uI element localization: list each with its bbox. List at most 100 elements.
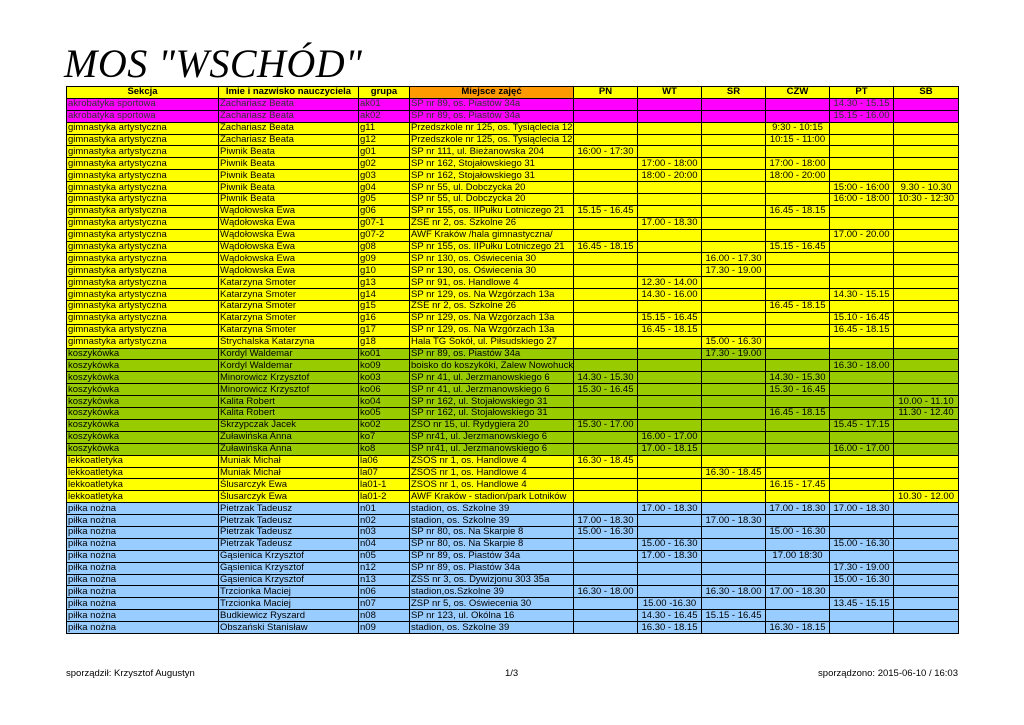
cell-wed: 17.30 - 19.00 <box>701 347 766 361</box>
cell-teacher: Katarzyna Smoter <box>218 276 359 290</box>
table-row: piłka nożna Gąsienica Krzysztof n13 ZSS nr … <box>66 573 959 587</box>
table-row: gimnastyka artystyczna Wądołowska Ewa g06 S… <box>66 204 959 218</box>
cell-tue <box>637 525 702 539</box>
cell-thu: 16.45 - 18.15 <box>765 204 830 218</box>
cell-location: SP nr 129, os. Na Wzgórzach 13a <box>409 323 574 337</box>
cell-section: koszykówka <box>66 359 219 373</box>
cell-sat: 10.30 - 12.00 <box>893 490 959 504</box>
cell-tue <box>637 418 702 432</box>
cell-location: Przedszkole nr 125, os. Tysiąclecia 12 <box>409 121 574 135</box>
cell-thu <box>765 490 830 504</box>
cell-tue <box>637 347 702 361</box>
cell-mon <box>573 169 638 183</box>
cell-mon: 17.00 - 18.30 <box>573 514 638 527</box>
cell-tue: 12.30 - 14.00 <box>637 276 702 290</box>
column-header-thu: CZW <box>765 86 830 99</box>
cell-sat <box>893 573 959 587</box>
cell-tue <box>637 573 702 587</box>
cell-section: gimnastyka artystyczna <box>66 145 219 159</box>
table-row: piłka nożna Budkiewicz Ryszard n08 SP nr 12… <box>66 609 959 623</box>
table-row: gimnastyka artystyczna Katarzyna Smoter g1… <box>66 323 959 337</box>
cell-sat <box>893 311 959 325</box>
cell-group: n03 <box>358 525 410 539</box>
cell-location: SP nr 41, ul. Jerzmanowskiego 6 <box>409 371 574 385</box>
cell-tue <box>637 133 702 147</box>
cell-thu: 9:30 - 10:15 <box>765 121 830 135</box>
cell-sat <box>893 621 959 634</box>
cell-teacher: Piwnik Beata <box>218 181 359 195</box>
footer-date: sporządzono: 2015-06-10 / 16:03 <box>818 668 958 679</box>
cell-tue: 17.00 - 18.15 <box>637 442 702 456</box>
cell-sat <box>893 525 959 539</box>
cell-sat <box>893 597 959 611</box>
table-row: akrobatyka sportowa Zachariasz Beata ak01 S… <box>66 97 959 111</box>
cell-mon <box>573 264 638 278</box>
cell-section: gimnastyka artystyczna <box>66 311 219 325</box>
cell-wed <box>701 561 766 575</box>
cell-wed <box>701 204 766 218</box>
cell-thu: 16.45 - 18.15 <box>765 407 830 420</box>
cell-teacher: Obszański Stanisław <box>218 621 359 634</box>
cell-location: SP nr 129, os. Na Wzgórzach 13a <box>409 311 574 325</box>
cell-sat <box>893 549 959 563</box>
cell-mon <box>573 288 638 302</box>
cell-teacher: Piwnik Beata <box>218 193 359 206</box>
cell-teacher: Wądołowska Ewa <box>218 204 359 218</box>
cell-tue <box>637 478 702 492</box>
cell-teacher: Ślusarczyk Ewa <box>218 490 359 504</box>
column-header-tue: WT <box>637 86 702 99</box>
cell-fri <box>829 549 894 563</box>
table-row: gimnastyka artystyczna Wądołowska Ewa g09 S… <box>66 252 959 266</box>
column-header-mon: PN <box>573 86 638 99</box>
cell-tue: 15.00 - 16.30 <box>637 537 702 551</box>
cell-teacher: Pietrzak Tadeusz <box>218 525 359 539</box>
cell-mon: 16.45 - 18.15 <box>573 240 638 254</box>
cell-tue <box>637 204 702 218</box>
cell-group: g01 <box>358 145 410 159</box>
cell-mon <box>573 193 638 206</box>
cell-location: stadion, os. Szkolne 39 <box>409 514 574 527</box>
cell-mon <box>573 109 638 123</box>
cell-thu <box>765 359 830 373</box>
table-body: akrobatyka sportowa Zachariasz Beata ak01 S… <box>66 97 959 634</box>
cell-teacher: Piwnik Beata <box>218 157 359 171</box>
column-header-fri: PT <box>829 86 894 99</box>
cell-sat <box>893 609 959 623</box>
cell-fri: 17.30 - 19.00 <box>829 561 894 575</box>
cell-thu: 16.15 - 17.45 <box>765 478 830 492</box>
cell-location: SP nr 123, ul. Okólna 16 <box>409 609 574 623</box>
cell-group: ko8 <box>358 442 410 456</box>
cell-section: piłka nożna <box>66 597 219 611</box>
cell-teacher: Muniak Michał <box>218 454 359 468</box>
cell-teacher: Pietrzak Tadeusz <box>218 514 359 527</box>
cell-teacher: Piwnik Beata <box>218 169 359 183</box>
cell-location: SP nr 162, Stojałowskiego 31 <box>409 169 574 183</box>
cell-mon: 15.30 - 16.45 <box>573 383 638 397</box>
cell-group: g02 <box>358 157 410 171</box>
cell-fri: 14.30 - 15.15 <box>829 97 894 111</box>
table-row: koszykówka Kordyl Waldemar ko09 boisko do k… <box>66 359 959 373</box>
cell-sat <box>893 585 959 599</box>
cell-teacher: Minorowicz Krzysztof <box>218 371 359 385</box>
cell-thu <box>765 347 830 361</box>
cell-sat <box>893 418 959 432</box>
table-row: gimnastyka artystyczna Piwnik Beata g04 SP … <box>66 181 959 195</box>
cell-thu: 17.00 - 18.30 <box>765 585 830 599</box>
cell-sat <box>893 169 959 183</box>
table-row: piłka nożna Pietrzak Tadeusz n03 SP nr 80, … <box>66 525 959 539</box>
column-header-sat: SB <box>893 86 959 99</box>
cell-group: n04 <box>358 537 410 551</box>
cell-wed <box>701 240 766 254</box>
cell-mon <box>573 609 638 623</box>
cell-section: lekkoatletyka <box>66 466 219 480</box>
cell-section: gimnastyka artystyczna <box>66 276 219 290</box>
cell-wed <box>701 537 766 551</box>
cell-sat <box>893 97 959 111</box>
cell-tue <box>637 240 702 254</box>
cell-location: SP nr 130, os. Oświecenia 30 <box>409 252 574 266</box>
cell-teacher: Kordyl Waldemar <box>218 347 359 361</box>
table-row: piłka nożna Trzcionka Maciej n07 ZSP nr 5, … <box>66 597 959 611</box>
cell-section: koszykówka <box>66 418 219 432</box>
cell-mon <box>573 537 638 551</box>
cell-wed <box>701 311 766 325</box>
